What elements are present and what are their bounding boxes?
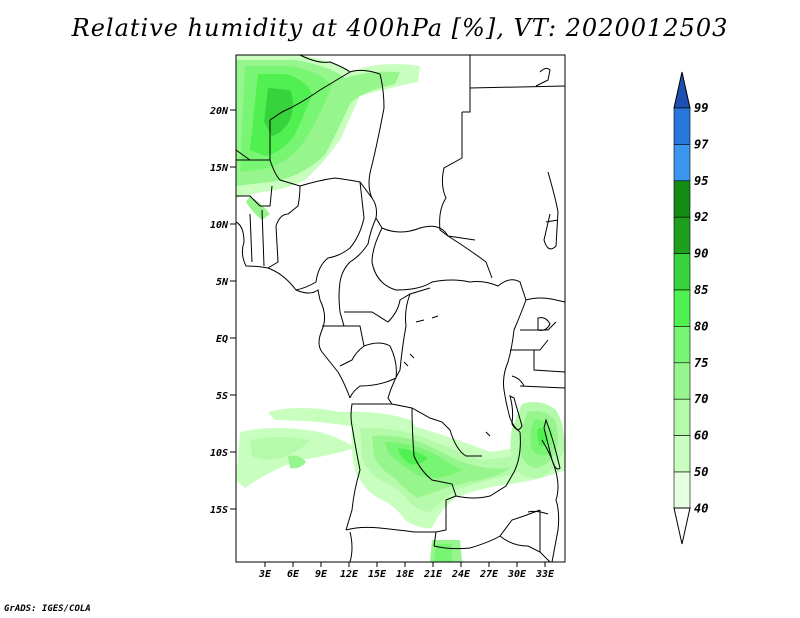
latitude-axis: 20N 15N 10N 5N EQ 5S 10S 15S — [209, 106, 236, 516]
colorbar-segment — [673, 107, 691, 145]
colorbar-level-label: 95 — [694, 174, 708, 188]
colorbar-level-label: 80 — [694, 319, 708, 333]
colorbar-segment — [673, 398, 691, 436]
colorbar-segment — [673, 471, 691, 509]
lon-tick-label: 27E — [479, 569, 499, 580]
grads-credit: GrADS: IGES/COLA — [4, 604, 91, 614]
colorbar-segment — [673, 216, 691, 254]
map-frame — [235, 54, 566, 563]
colorbar-top-arrow — [673, 71, 691, 109]
lat-tick-label: 15N — [210, 163, 229, 174]
lon-tick-label: 30E — [507, 569, 527, 580]
colorbar-segment — [673, 144, 691, 182]
colorbar-level-label: 99 — [694, 101, 708, 115]
lon-tick-label: 3E — [258, 569, 272, 580]
lon-tick-label: 9E — [315, 569, 328, 580]
colorbar-labels: 99 97 95 92 90 85 80 75 70 60 50 40 — [694, 101, 709, 515]
colorbar-level-label: 70 — [694, 392, 708, 406]
lat-tick-label: 5N — [216, 277, 229, 288]
longitude-axis: 3E 6E 9E 12E 15E 18E 21E 24E 27E 30E 33E — [258, 562, 555, 580]
lon-tick-label: 18E — [396, 569, 415, 580]
lon-tick-label: 21E — [423, 569, 443, 580]
lat-tick-label: 10S — [210, 448, 228, 459]
country-borders — [235, 54, 566, 563]
colorbar-segment — [673, 326, 691, 364]
humidity-shading — [236, 55, 565, 562]
lat-tick-label: 10N — [210, 220, 229, 231]
lon-tick-label: 33E — [535, 569, 555, 580]
lat-tick-label: 15S — [210, 505, 228, 516]
colorbar-level-label: 50 — [694, 465, 708, 479]
colorbar-level-label: 75 — [694, 356, 708, 370]
lat-tick-label: 20N — [209, 106, 229, 117]
colorbar: 99 97 95 92 90 85 80 75 70 60 50 40 — [673, 71, 709, 545]
lon-tick-label: 24E — [451, 569, 471, 580]
lat-tick-label: EQ — [216, 334, 228, 345]
colorbar-segment — [673, 289, 691, 327]
colorbar-bottom-arrow — [673, 507, 691, 545]
colorbar-level-label: 92 — [694, 210, 708, 224]
lon-tick-label: 6E — [287, 569, 300, 580]
map-title: Relative humidity at 400hPa [%], VT: 202… — [71, 14, 729, 42]
colorbar-segments — [673, 107, 691, 509]
colorbar-segment — [673, 253, 691, 291]
colorbar-level-label: 85 — [694, 283, 708, 297]
colorbar-segment — [673, 362, 691, 400]
colorbar-level-label: 60 — [694, 429, 708, 443]
colorbar-level-label: 90 — [694, 247, 708, 261]
colorbar-level-label: 40 — [694, 501, 708, 515]
lakes — [403, 67, 561, 515]
colorbar-level-label: 97 — [694, 137, 709, 151]
colorbar-segment — [673, 180, 691, 218]
lon-tick-label: 15E — [368, 569, 387, 580]
colorbar-segment — [673, 435, 691, 473]
lon-tick-label: 12E — [340, 569, 359, 580]
lat-tick-label: 5S — [216, 391, 228, 402]
